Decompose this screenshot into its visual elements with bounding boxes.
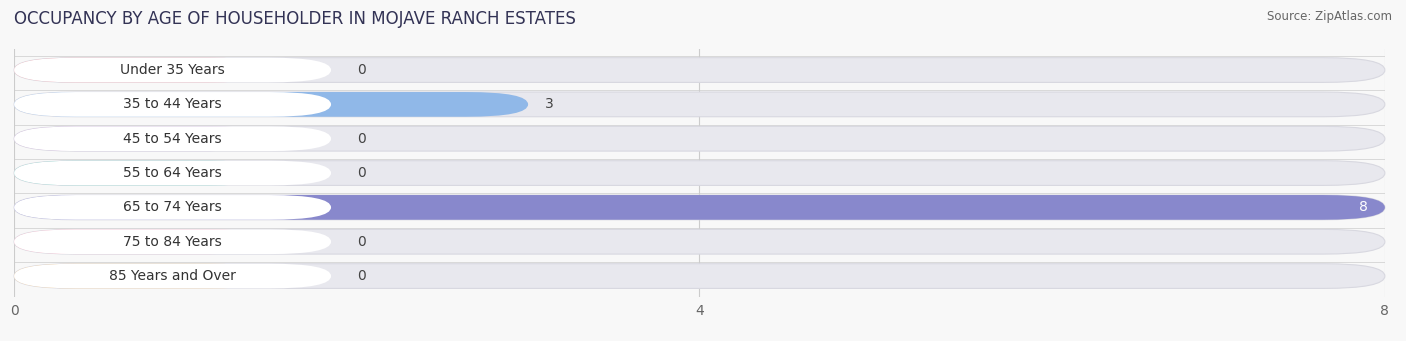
Text: 0: 0 bbox=[357, 269, 366, 283]
Text: OCCUPANCY BY AGE OF HOUSEHOLDER IN MOJAVE RANCH ESTATES: OCCUPANCY BY AGE OF HOUSEHOLDER IN MOJAV… bbox=[14, 10, 576, 28]
Text: 0: 0 bbox=[357, 63, 366, 77]
Text: 35 to 44 Years: 35 to 44 Years bbox=[124, 98, 222, 112]
Text: 8: 8 bbox=[1360, 201, 1368, 214]
FancyBboxPatch shape bbox=[14, 229, 1385, 254]
Text: Under 35 Years: Under 35 Years bbox=[120, 63, 225, 77]
FancyBboxPatch shape bbox=[14, 58, 1385, 83]
FancyBboxPatch shape bbox=[14, 127, 330, 151]
FancyBboxPatch shape bbox=[14, 92, 330, 117]
Text: 45 to 54 Years: 45 to 54 Years bbox=[124, 132, 222, 146]
Text: 0: 0 bbox=[357, 132, 366, 146]
FancyBboxPatch shape bbox=[14, 58, 271, 83]
Text: 55 to 64 Years: 55 to 64 Years bbox=[124, 166, 222, 180]
Text: 65 to 74 Years: 65 to 74 Years bbox=[124, 201, 222, 214]
Text: 3: 3 bbox=[546, 98, 554, 112]
FancyBboxPatch shape bbox=[14, 264, 271, 288]
FancyBboxPatch shape bbox=[14, 161, 1385, 186]
FancyBboxPatch shape bbox=[14, 127, 271, 151]
FancyBboxPatch shape bbox=[14, 195, 1385, 220]
Text: 0: 0 bbox=[357, 235, 366, 249]
FancyBboxPatch shape bbox=[14, 127, 1385, 151]
Text: Source: ZipAtlas.com: Source: ZipAtlas.com bbox=[1267, 10, 1392, 23]
FancyBboxPatch shape bbox=[14, 58, 330, 83]
Text: 0: 0 bbox=[357, 166, 366, 180]
FancyBboxPatch shape bbox=[14, 92, 529, 117]
Text: 85 Years and Over: 85 Years and Over bbox=[110, 269, 236, 283]
FancyBboxPatch shape bbox=[14, 264, 330, 288]
FancyBboxPatch shape bbox=[14, 161, 271, 186]
FancyBboxPatch shape bbox=[14, 161, 330, 186]
FancyBboxPatch shape bbox=[14, 92, 1385, 117]
FancyBboxPatch shape bbox=[14, 229, 271, 254]
FancyBboxPatch shape bbox=[14, 195, 1385, 220]
FancyBboxPatch shape bbox=[14, 264, 1385, 288]
Text: 75 to 84 Years: 75 to 84 Years bbox=[124, 235, 222, 249]
FancyBboxPatch shape bbox=[14, 195, 330, 220]
FancyBboxPatch shape bbox=[14, 229, 330, 254]
